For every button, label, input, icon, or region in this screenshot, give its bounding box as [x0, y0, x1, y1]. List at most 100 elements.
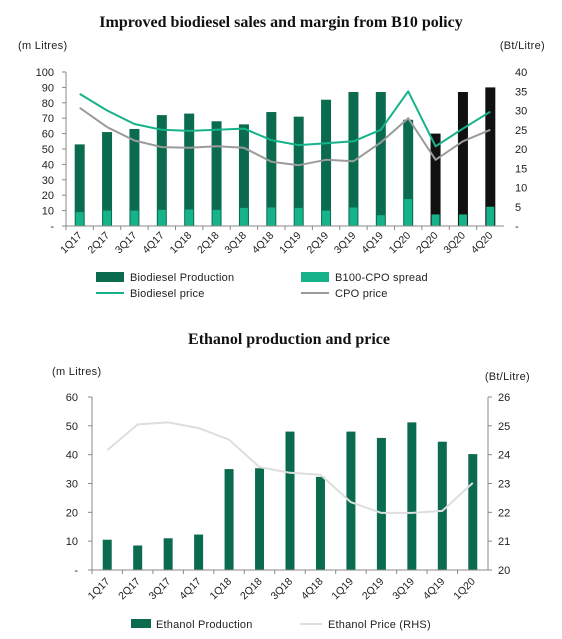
left-tick-label: - [74, 565, 78, 577]
bar-biodiesel-production-2q19 [321, 100, 331, 226]
right-tick-label: 26 [498, 392, 510, 404]
chart-title: Improved biodiesel sales and margin from… [99, 14, 462, 31]
bar-b100-cpo-spread-4q19 [377, 215, 385, 226]
x-tick-label-2q18: 2Q18 [238, 576, 265, 603]
right-tick-label: 15 [515, 163, 527, 175]
bar-b100-cpo-spread-2q17 [103, 211, 111, 226]
left-tick-label: 30 [66, 479, 78, 491]
bar-b100-cpo-spread-4q18 [267, 208, 275, 226]
x-tick-label-4q18: 4Q18 [299, 576, 326, 603]
legend: Biodiesel Production B100-CPO spread Bio… [96, 272, 428, 300]
right-tick-label: 30 [515, 106, 527, 118]
x-tick-label-2q20: 2Q20 [414, 230, 441, 257]
chart-ethanol: Ethanol production and price (m Litres) … [52, 331, 530, 631]
legend-label-cpo-price: CPO price [335, 288, 388, 300]
bar-b100-cpo-spread-3q18 [240, 208, 248, 226]
x-tick-label-4q19: 4Q19 [359, 230, 386, 257]
left-tick-label: 50 [66, 421, 78, 433]
left-tick-label: 20 [42, 190, 54, 202]
left-tick-label: 70 [42, 113, 54, 125]
bar-b100-cpo-spread-2q19 [322, 211, 330, 226]
bar-ethanol-production-2q18 [255, 468, 264, 570]
x-tick-label-3q17: 3Q17 [147, 576, 174, 603]
right-axis-unit: (Bt/Litre) [485, 371, 530, 383]
bar-ethanol-production-1q18 [225, 469, 234, 570]
bar-b100-cpo-spread-1q17 [76, 212, 84, 226]
chart-biodiesel: Improved biodiesel sales and margin from… [18, 14, 545, 300]
x-tick-label-1q20: 1Q20 [451, 576, 478, 603]
bar-ethanol-production-4q19 [438, 442, 447, 570]
x-tick-label-4q20: 4Q20 [469, 230, 496, 257]
bar-b100-cpo-spread-2q20 [432, 214, 440, 226]
bar-b100-cpo-spread-1q20 [404, 199, 412, 226]
x-tick-label-4q19: 4Q19 [421, 576, 448, 603]
bar-b100-cpo-spread-3q19 [349, 208, 357, 226]
right-tick-label: 40 [515, 67, 527, 79]
x-tick-label-2q18: 2Q18 [195, 230, 222, 257]
right-tick-label: 23 [498, 479, 510, 491]
bar-ethanol-production-4q18 [316, 477, 325, 570]
right-tick-label: 21 [498, 536, 510, 548]
x-tick-label-2q19: 2Q19 [305, 230, 332, 257]
x-tick-label-3q19: 3Q19 [390, 576, 417, 603]
left-tick-label: 60 [66, 392, 78, 404]
legend-label-biodiesel-production: Biodiesel Production [130, 272, 234, 284]
bar-b100-cpo-spread-3q17 [130, 211, 138, 226]
legend-label-biodiesel-price: Biodiesel price [130, 288, 205, 300]
bar-biodiesel-production-4q20 [485, 87, 495, 226]
legend-label-b100-cpo-spread: B100-CPO spread [335, 272, 428, 284]
bar-b100-cpo-spread-1q19 [295, 208, 303, 226]
x-tick-label-4q18: 4Q18 [250, 230, 277, 257]
left-tick-label: - [50, 221, 54, 233]
x-tick-label-4q17: 4Q17 [140, 230, 167, 257]
x-tick-label-2q19: 2Q19 [360, 576, 387, 603]
bar-ethanol-production-3q17 [164, 538, 173, 570]
right-tick-label: 25 [515, 125, 527, 137]
left-axis-unit: (m Litres) [52, 366, 101, 378]
bar-biodiesel-production-3q20 [458, 92, 468, 226]
left-tick-label: 100 [36, 67, 54, 79]
left-tick-label: 50 [42, 144, 54, 156]
left-axis-unit: (m Litres) [18, 40, 67, 52]
left-tick-label: 40 [66, 450, 78, 462]
x-tick-label-3q18: 3Q18 [268, 576, 295, 603]
legend-label-ethanol-production: Ethanol Production [156, 619, 253, 631]
bar-ethanol-production-4q17 [194, 535, 203, 570]
legend-swatch-ethanol-production [131, 619, 151, 628]
right-tick-label: 25 [498, 421, 510, 433]
bars-layer [75, 87, 496, 226]
x-tick-label-1q19: 1Q19 [329, 576, 356, 603]
x-tick-label-3q17: 3Q17 [113, 230, 140, 257]
right-tick-label: 20 [498, 565, 510, 577]
bar-ethanol-production-3q18 [286, 432, 295, 570]
left-tick-label: 30 [42, 175, 54, 187]
legend-swatch-b100-cpo-spread [301, 272, 329, 282]
left-tick-label: 10 [66, 536, 78, 548]
bars-layer [103, 422, 478, 570]
bar-b100-cpo-spread-1q18 [185, 209, 193, 226]
bar-ethanol-production-3q19 [407, 422, 416, 570]
x-tick-label-2q17: 2Q17 [116, 576, 143, 603]
right-tick-label: 24 [498, 450, 510, 462]
x-tick-label-3q19: 3Q19 [332, 230, 359, 257]
line-biodiesel-price [80, 91, 491, 146]
legend: Ethanol Production Ethanol Price (RHS) [131, 619, 431, 631]
bar-ethanol-production-1q17 [103, 540, 112, 570]
x-tick-label-3q20: 3Q20 [441, 230, 468, 257]
x-tick-label-1q17: 1Q17 [86, 576, 113, 603]
chart-title: Ethanol production and price [188, 331, 390, 348]
right-axis-unit: (Bt/Litre) [500, 40, 545, 52]
left-tick-label: 80 [42, 98, 54, 110]
right-tick-label: - [515, 221, 519, 233]
right-tick-label: 22 [498, 507, 510, 519]
left-tick-label: 20 [66, 507, 78, 519]
bar-b100-cpo-spread-3q20 [459, 214, 467, 226]
legend-swatch-biodiesel-production [96, 272, 124, 282]
left-tick-label: 10 [42, 206, 54, 218]
x-tick-label-1q17: 1Q17 [58, 230, 85, 257]
bar-b100-cpo-spread-4q17 [158, 210, 166, 226]
bar-biodiesel-production-4q17 [157, 115, 167, 226]
bar-biodiesel-production-4q19 [376, 92, 386, 226]
bar-ethanol-production-2q17 [133, 545, 142, 570]
